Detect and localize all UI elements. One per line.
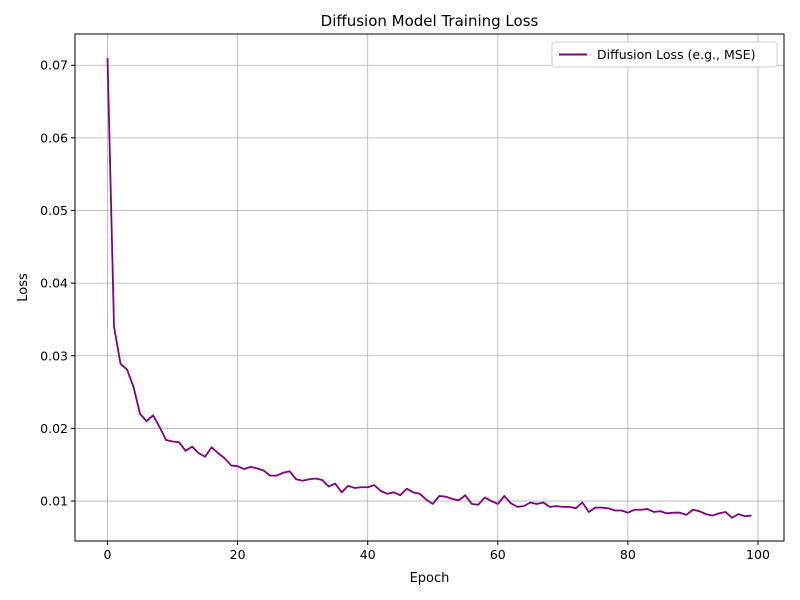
y-axis-ticks: 0.01 0.02 0.03 0.04 0.05 0.06 0.07 (40, 58, 75, 509)
series-layer (106, 57, 752, 519)
x-axis-label: Epoch (410, 571, 450, 586)
chart-title: Diffusion Model Training Loss (321, 12, 539, 30)
x-tick-label: 80 (620, 547, 636, 562)
x-tick-label: 100 (746, 547, 770, 562)
y-tick-label: 0.07 (40, 58, 68, 73)
plot-frame (74, 33, 785, 542)
y-tick-label: 0.03 (40, 348, 68, 363)
x-tick-label: 60 (490, 547, 506, 562)
x-axis-ticks: 0 20 40 60 80 100 (104, 541, 770, 562)
x-tick-label: 40 (360, 547, 376, 562)
x-tick-label: 20 (230, 547, 246, 562)
y-tick-label: 0.06 (40, 130, 68, 145)
legend-box (551, 41, 778, 68)
y-tick-label: 0.04 (40, 276, 68, 291)
legend-label-diffusion-loss: Diffusion Loss (e.g., MSE) (597, 47, 755, 62)
series-line-diffusion-loss (106, 57, 752, 519)
y-axis-label: Loss (16, 273, 31, 302)
y-tick-label: 0.01 (40, 494, 68, 509)
legend: Diffusion Loss (e.g., MSE) (551, 41, 778, 68)
y-tick-label: 0.05 (40, 203, 68, 218)
y-tick-label: 0.02 (40, 421, 68, 436)
x-tick-label: 0 (104, 547, 112, 562)
